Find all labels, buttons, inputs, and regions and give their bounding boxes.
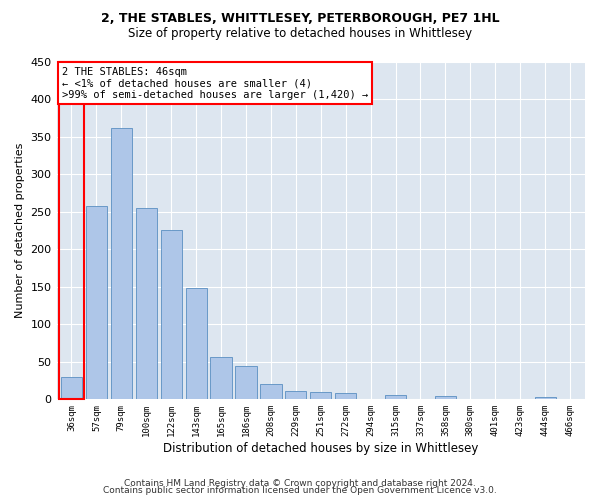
Text: 2, THE STABLES, WHITTLESEY, PETERBOROUGH, PE7 1HL: 2, THE STABLES, WHITTLESEY, PETERBOROUGH… (101, 12, 499, 26)
Bar (285, 391, 307, 400)
Bar (235, 366, 257, 400)
Bar (260, 384, 281, 400)
Text: Contains public sector information licensed under the Open Government Licence v3: Contains public sector information licen… (103, 486, 497, 495)
Y-axis label: Number of detached properties: Number of detached properties (15, 142, 25, 318)
Bar (435, 396, 456, 400)
Bar (86, 206, 107, 400)
Bar (185, 288, 207, 400)
Bar (335, 394, 356, 400)
Bar (385, 395, 406, 400)
Text: 2 THE STABLES: 46sqm
← <1% of detached houses are smaller (4)
>99% of semi-detac: 2 THE STABLES: 46sqm ← <1% of detached h… (62, 66, 368, 100)
Text: Contains HM Land Registry data © Crown copyright and database right 2024.: Contains HM Land Registry data © Crown c… (124, 478, 476, 488)
X-axis label: Distribution of detached houses by size in Whittlesey: Distribution of detached houses by size … (163, 442, 478, 455)
Bar (59, 62, 84, 400)
Bar (211, 356, 232, 400)
Bar (161, 230, 182, 400)
Bar (310, 392, 331, 400)
Bar (61, 377, 82, 400)
Bar (136, 208, 157, 400)
Text: Size of property relative to detached houses in Whittlesey: Size of property relative to detached ho… (128, 28, 472, 40)
Bar (111, 128, 132, 400)
Bar (535, 397, 556, 400)
